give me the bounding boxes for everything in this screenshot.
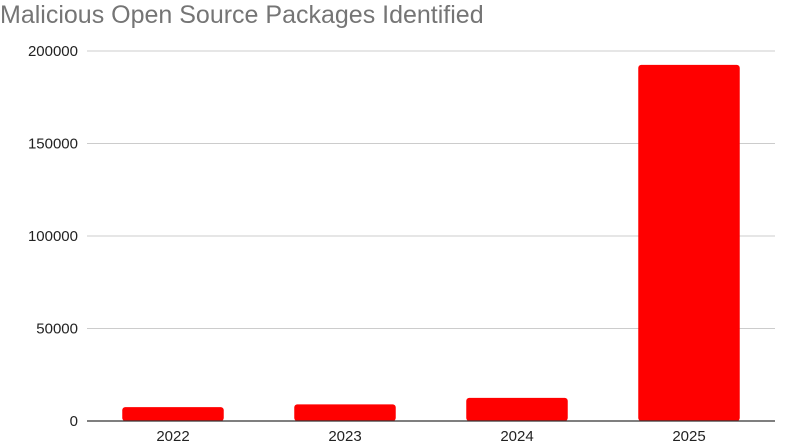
x-tick-label: 2022	[156, 428, 189, 445]
y-tick-label: 200000	[28, 43, 78, 60]
y-tick-label: 50000	[36, 321, 78, 338]
bar-2024	[466, 397, 568, 421]
x-axis-tick-labels: 2022 2023 2024 2025	[156, 428, 705, 445]
x-tick-label: 2025	[672, 428, 705, 445]
y-axis-tick-labels: 0 50000 100000 150000 200000	[28, 43, 78, 430]
x-tick-label: 2024	[500, 428, 533, 445]
bar-2025	[638, 64, 740, 421]
x-tick-label: 2023	[328, 428, 361, 445]
bar-2023	[294, 404, 396, 421]
y-tick-label: 150000	[28, 136, 78, 153]
y-tick-label: 0	[70, 413, 78, 430]
bars	[122, 64, 740, 421]
bar-2022	[122, 407, 224, 421]
chart-title: Malicious Open Source Packages Identifie…	[0, 1, 484, 29]
y-tick-label: 100000	[28, 228, 78, 245]
